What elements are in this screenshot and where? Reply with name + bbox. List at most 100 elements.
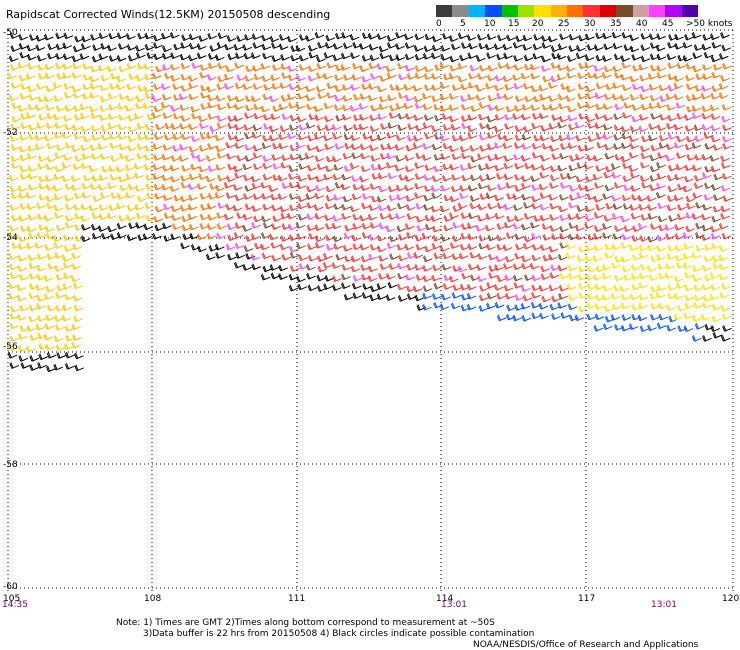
- wind-barb: [541, 295, 552, 303]
- lon-label-114: 114: [436, 594, 454, 604]
- wind-barb: [306, 185, 316, 193]
- colorbar-swatch: [468, 5, 486, 17]
- wind-barb: [342, 42, 353, 50]
- wind-barb: [297, 213, 308, 221]
- wind-barb: [494, 74, 505, 82]
- wind-barb: [405, 144, 416, 152]
- wind-barb: [513, 55, 523, 62]
- wind-barb: [656, 53, 667, 61]
- wind-barb: [368, 43, 379, 51]
- wind-barb: [595, 54, 606, 62]
- wind-barb: [638, 125, 649, 133]
- wind-barb: [55, 324, 65, 331]
- wind-barb: [98, 64, 108, 72]
- wind-barb: [98, 183, 108, 191]
- wind-barb: [190, 151, 201, 159]
- wind-barb: [496, 234, 506, 242]
- wind-barb: [107, 182, 117, 190]
- wind-barb: [711, 41, 722, 49]
- wind-barb: [521, 314, 532, 322]
- wind-barb: [548, 104, 559, 111]
- wind-barb: [521, 223, 531, 231]
- wind-barb: [604, 93, 614, 101]
- wind-barb: [252, 64, 262, 72]
- wind-barb: [592, 154, 603, 162]
- wind-barb: [720, 184, 731, 192]
- wind-barb: [270, 113, 281, 121]
- wind-barb: [457, 202, 468, 210]
- wind-barb: [406, 134, 417, 142]
- wind-barb: [368, 83, 378, 90]
- wind-barb: [710, 135, 721, 143]
- wind-barb: [295, 102, 306, 110]
- lat-label-60: -60: [3, 582, 18, 592]
- wind-barb: [422, 275, 433, 282]
- wind-barb: [11, 115, 22, 123]
- wind-barb: [440, 205, 450, 213]
- wind-barb: [279, 243, 290, 251]
- wind-barb: [629, 93, 640, 101]
- wind-barb: [549, 272, 560, 279]
- wind-barb: [209, 45, 220, 52]
- wind-barb: [326, 82, 337, 90]
- wind-barb: [10, 162, 21, 169]
- wind-barb: [109, 173, 120, 181]
- wind-barb: [178, 155, 189, 162]
- wind-barb: [52, 235, 63, 242]
- wind-barb: [214, 192, 225, 199]
- wind-barb: [215, 184, 225, 192]
- wind-barb: [27, 85, 37, 93]
- wind-barb: [307, 44, 318, 52]
- wind-barb: [179, 204, 190, 212]
- wind-barb: [621, 194, 632, 202]
- wind-barb: [710, 284, 721, 291]
- wind-barb: [288, 193, 299, 200]
- wind-barb: [667, 185, 678, 193]
- wind-barb: [398, 254, 408, 262]
- wind-barb: [709, 272, 720, 279]
- wind-barb: [568, 201, 578, 209]
- wind-barb: [514, 214, 524, 222]
- wind-barb: [682, 55, 693, 62]
- colorbar-label: 35: [610, 19, 622, 29]
- wind-barb: [530, 104, 541, 111]
- wind-barb: [557, 302, 567, 309]
- wind-barb: [196, 155, 207, 163]
- wind-barb: [25, 192, 36, 199]
- wind-barb: [595, 82, 606, 90]
- wind-barb: [341, 282, 351, 289]
- wind-barb: [613, 113, 623, 121]
- wind-barb: [135, 74, 146, 82]
- wind-barb: [214, 134, 225, 142]
- wind-barb: [251, 263, 261, 271]
- wind-barb: [37, 155, 48, 162]
- wind-barb: [72, 62, 82, 70]
- wind-barb: [71, 85, 82, 93]
- wind-barb: [506, 304, 516, 312]
- wind-barb: [656, 124, 667, 131]
- wind-barb: [722, 142, 732, 150]
- wind-barb: [153, 133, 164, 140]
- wind-barb: [179, 143, 189, 151]
- wind-barb: [695, 202, 705, 209]
- wind-barb: [701, 112, 712, 120]
- wind-barb: [619, 94, 630, 102]
- wind-barb: [512, 222, 523, 230]
- wind-barb: [549, 182, 559, 189]
- wind-barb: [205, 253, 216, 261]
- wind-barb: [542, 233, 553, 241]
- wind-barb: [198, 122, 209, 129]
- wind-barb: [144, 154, 154, 161]
- wind-barb: [306, 224, 317, 232]
- wind-barb: [485, 82, 495, 90]
- wind-barb: [376, 293, 387, 301]
- wind-barb: [35, 284, 46, 291]
- wind-barb: [233, 165, 243, 173]
- wind-barb: [703, 132, 714, 139]
- wind-barb: [281, 223, 292, 230]
- wind-barb: [342, 244, 353, 252]
- wind-barb: [539, 171, 550, 179]
- wind-barb: [603, 214, 614, 222]
- wind-barb: [613, 284, 623, 292]
- wind-barb: [17, 254, 28, 262]
